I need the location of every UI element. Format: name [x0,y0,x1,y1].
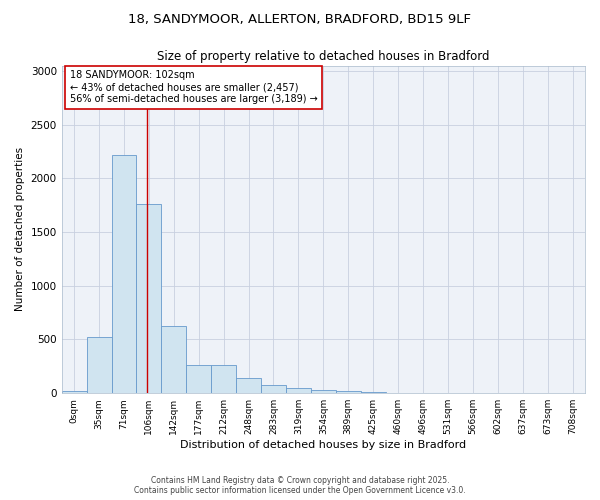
Y-axis label: Number of detached properties: Number of detached properties [15,148,25,312]
Bar [211,364,236,393]
Bar [236,378,261,393]
Bar [161,326,186,393]
Bar [286,388,311,393]
Text: Contains HM Land Registry data © Crown copyright and database right 2025.
Contai: Contains HM Land Registry data © Crown c… [134,476,466,495]
Bar [311,390,336,393]
Text: 18, SANDYMOOR, ALLERTON, BRADFORD, BD15 9LF: 18, SANDYMOOR, ALLERTON, BRADFORD, BD15 … [128,12,472,26]
Bar [136,204,161,393]
Bar [86,338,112,393]
Text: 18 SANDYMOOR: 102sqm
← 43% of detached houses are smaller (2,457)
56% of semi-de: 18 SANDYMOOR: 102sqm ← 43% of detached h… [70,70,317,104]
Bar [261,385,286,393]
Bar [112,154,136,393]
Title: Size of property relative to detached houses in Bradford: Size of property relative to detached ho… [157,50,490,63]
X-axis label: Distribution of detached houses by size in Bradford: Distribution of detached houses by size … [180,440,466,450]
Bar [186,364,211,393]
Bar [62,391,86,393]
Bar [336,390,361,393]
Bar [361,392,386,393]
